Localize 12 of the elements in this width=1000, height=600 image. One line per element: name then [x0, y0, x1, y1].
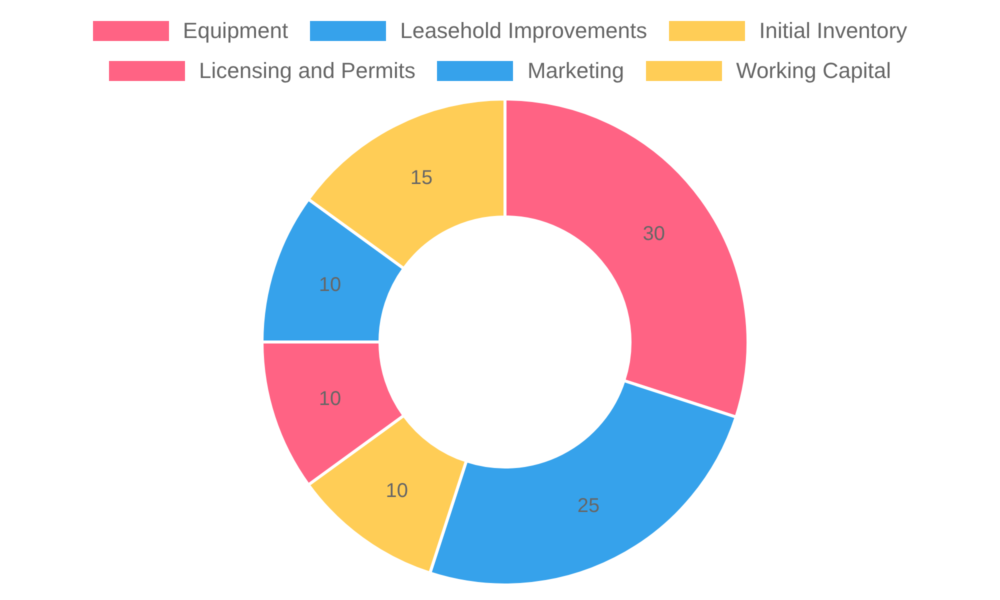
legend-label: Leasehold Improvements — [400, 18, 648, 44]
data-label: 15 — [410, 167, 433, 190]
data-label: 10 — [318, 388, 342, 410]
data-label: 10 — [386, 480, 408, 502]
legend-label: Marketing — [527, 58, 624, 84]
legend-label: Licensing and Permits — [199, 58, 416, 84]
data-label: 10 — [318, 274, 342, 296]
data-label: 30 — [642, 222, 665, 245]
data-label: 25 — [577, 494, 600, 517]
legend-label: Working Capital — [736, 58, 891, 84]
legend-label: Initial Inventory — [759, 18, 908, 44]
legend-label: Equipment — [182, 18, 288, 44]
